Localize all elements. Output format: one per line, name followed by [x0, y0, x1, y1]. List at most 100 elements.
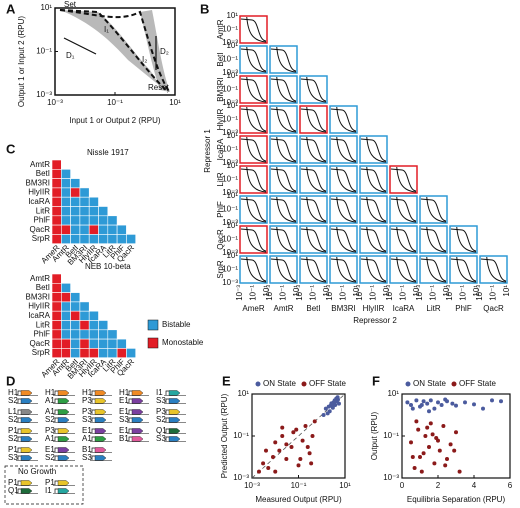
- cell-curve: [300, 168, 327, 192]
- cell-curve: [366, 226, 387, 253]
- gene-label: S2: [8, 415, 18, 424]
- column-label: BM3RI: [331, 304, 355, 313]
- heatmap-cell: [60, 224, 71, 235]
- cell-curve: [246, 46, 267, 73]
- gene: [20, 417, 33, 423]
- heatmap-cell: [51, 196, 62, 207]
- cell-curve: [426, 256, 447, 283]
- gene: [131, 390, 144, 396]
- heatmap-cell: [126, 348, 137, 358]
- shaded-region: [140, 10, 170, 92]
- cell-curve: [360, 198, 387, 222]
- cell-curve: [246, 256, 267, 283]
- heatmap-cell: [60, 310, 71, 321]
- point: [452, 448, 457, 453]
- legend-label: Monostable: [162, 338, 204, 347]
- y-tick-label: 10¹: [226, 221, 238, 230]
- heatmap-cell: [98, 329, 109, 340]
- cell-curve: [306, 256, 327, 283]
- y-tick-label: 10⁻¹: [222, 55, 238, 64]
- heatmap-title: NEB 10-beta: [85, 262, 131, 271]
- heatmap-cell: [88, 215, 99, 226]
- promoter: [17, 398, 21, 403]
- gene-label: S2: [45, 453, 55, 462]
- cell-curve: [276, 76, 297, 103]
- point: [436, 400, 440, 405]
- point: [432, 461, 437, 466]
- heatmap-cell: [107, 224, 118, 235]
- cell-curve: [240, 78, 267, 102]
- cell-curve: [300, 138, 327, 162]
- heatmap-cell: [60, 320, 71, 331]
- heatmap-cell: [79, 301, 90, 312]
- promoter: [17, 447, 21, 452]
- cell-curve: [276, 46, 297, 73]
- x-tick-label: 10⁻³: [295, 285, 304, 301]
- legend-marker: [451, 381, 457, 387]
- gene: [131, 428, 144, 434]
- cell-curve: [240, 138, 267, 162]
- cell-curve: [240, 108, 267, 132]
- cell-curve: [270, 198, 297, 222]
- y-axis-label: Output (RPU): [370, 411, 379, 460]
- cell-curve: [396, 256, 417, 283]
- promoter: [54, 409, 58, 414]
- heatmap-cell: [51, 320, 62, 331]
- row-label: AmtR: [30, 160, 50, 169]
- x-tick-label: 10⁻³: [475, 285, 484, 301]
- column-label: AmtR: [274, 304, 294, 313]
- x-tick-label: 6: [508, 481, 513, 490]
- cell-curve: [336, 166, 357, 193]
- cell-curve: [426, 196, 447, 223]
- cell-curve: [396, 226, 417, 253]
- cell-curve: [300, 258, 327, 282]
- row-label: LitR: [36, 320, 50, 329]
- gene-label: P1: [8, 445, 18, 454]
- x-tick-label: 10⁻³: [355, 285, 364, 301]
- heatmap-cell: [70, 234, 81, 244]
- heatmap-cell: [70, 348, 81, 358]
- point: [409, 440, 413, 445]
- cell-curve: [396, 166, 417, 193]
- cell-curve: [246, 196, 267, 223]
- heatmap-cell: [116, 338, 127, 349]
- heatmap-cell: [79, 338, 90, 349]
- gene-label: S3: [156, 396, 166, 405]
- cell-curve: [426, 226, 447, 253]
- panel-label: F: [372, 373, 380, 388]
- cell-curve: [300, 228, 327, 252]
- point: [437, 448, 442, 453]
- point: [410, 406, 415, 411]
- cell-curve: [276, 196, 297, 223]
- x-tick-label: 10¹: [322, 285, 331, 297]
- cell-curve: [360, 168, 387, 192]
- x-tick-label: 10¹: [262, 285, 271, 297]
- point: [423, 434, 428, 438]
- gene: [131, 417, 144, 423]
- gene-label: A1: [82, 434, 92, 443]
- y-tick-label: 10⁻³: [222, 218, 238, 227]
- point: [427, 444, 431, 449]
- x-tick-label: 10⁻¹: [339, 285, 348, 301]
- gene: [20, 428, 33, 434]
- x-tick-label: 10⁻¹: [399, 285, 408, 301]
- point: [284, 457, 289, 462]
- gene-label: P1: [8, 426, 18, 435]
- heatmap-cell: [70, 206, 81, 217]
- cell-curve: [240, 198, 267, 222]
- gene: [168, 398, 181, 404]
- cell-curve: [456, 256, 477, 283]
- legend-swatch: [147, 337, 159, 349]
- point: [414, 419, 419, 424]
- heatmap-cell: [98, 348, 109, 358]
- x-tick-label: 10⁻¹: [309, 285, 318, 301]
- distance-bar: [63, 37, 97, 55]
- y-tick-label: 10¹: [226, 11, 238, 20]
- legend-marker: [405, 381, 411, 387]
- legend-label: Bistable: [162, 320, 191, 329]
- gene: [94, 436, 107, 442]
- y-tick-label: 10⁻³: [383, 473, 399, 482]
- point: [280, 425, 285, 430]
- heatmap-cell: [70, 320, 81, 331]
- cell-curve: [336, 136, 357, 163]
